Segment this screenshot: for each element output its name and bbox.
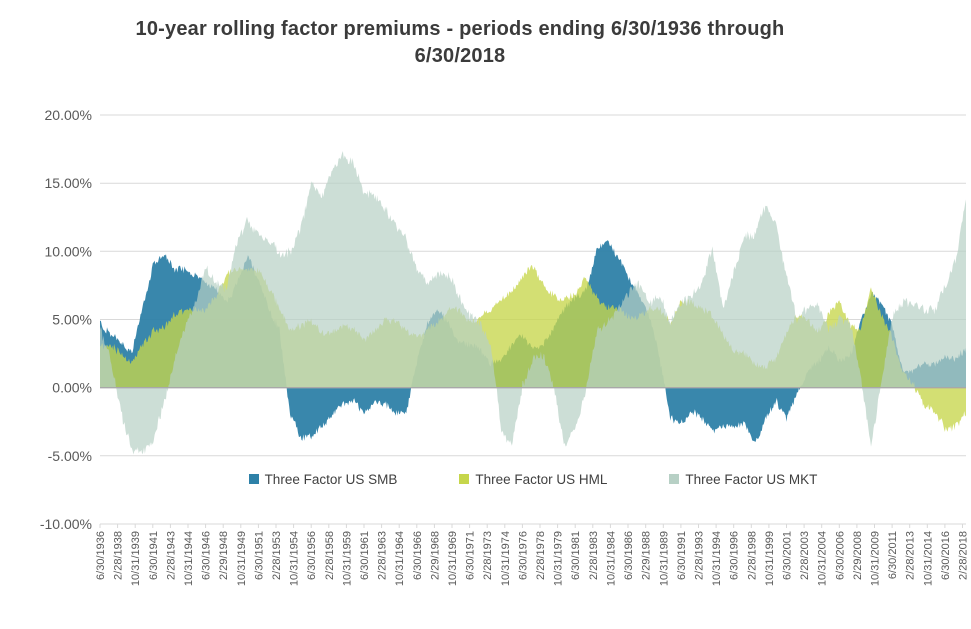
svg-text:15.00%: 15.00% (45, 175, 92, 191)
x-axis-labels: 6/30/1936 2/28/1938 10/31/1939 6/30/1941 2/2… (95, 524, 970, 586)
area-hml (100, 265, 966, 432)
svg-text:6/30/1961: 6/30/1961 (359, 531, 371, 580)
chart-title: 10-year rolling factor premiums - period… (135, 18, 785, 67)
svg-text:2/28/1953: 2/28/1953 (271, 531, 283, 580)
svg-text:6/30/1936: 6/30/1936 (95, 531, 107, 580)
smb-legend-swatch-icon (248, 474, 259, 484)
svg-text:2/28/1938: 2/28/1938 (113, 531, 125, 580)
svg-text:6/30/1971: 6/30/1971 (465, 531, 477, 580)
hml-legend-swatch-icon (459, 474, 470, 484)
svg-text:10/31/1959: 10/31/1959 (341, 531, 353, 586)
y-axis-labels: 20.00% 15.00% 10.00% 5.00% 0.00% -5.00% -10.00… (40, 107, 92, 532)
svg-text:6/30/1981: 6/30/1981 (570, 531, 582, 580)
area-smb (100, 240, 966, 442)
svg-text:2/28/1993: 2/28/1993 (694, 531, 706, 580)
svg-text:6/30/2016: 6/30/2016 (940, 531, 952, 580)
svg-text:2/28/2018: 2/28/2018 (958, 531, 970, 580)
svg-text:6/30/1991: 6/30/1991 (676, 531, 688, 580)
svg-text:2/28/2003: 2/28/2003 (799, 531, 811, 580)
svg-text:10/31/1999: 10/31/1999 (764, 531, 776, 586)
chart-legend: Three Factor US SMB Three Factor US HML … (100, 469, 966, 489)
svg-text:2/28/1958: 2/28/1958 (324, 531, 336, 580)
svg-text:-10.00%: -10.00% (40, 516, 92, 532)
svg-text:10/31/2009: 10/31/2009 (870, 531, 882, 586)
svg-text:6/30/1946: 6/30/1946 (201, 531, 213, 580)
svg-text:-5.00%: -5.00% (48, 448, 92, 464)
svg-text:10/31/1954: 10/31/1954 (289, 531, 301, 586)
svg-text:10/31/1994: 10/31/1994 (711, 531, 723, 586)
svg-text:10.00%: 10.00% (45, 243, 92, 259)
svg-text:2/29/1948: 2/29/1948 (218, 531, 230, 580)
svg-text:6/30/1986: 6/30/1986 (623, 531, 635, 580)
svg-text:10/31/1984: 10/31/1984 (605, 531, 617, 586)
svg-text:10/31/1944: 10/31/1944 (183, 531, 195, 586)
svg-text:6/30/2011: 6/30/2011 (887, 531, 899, 579)
svg-text:2/28/1963: 2/28/1963 (377, 531, 389, 580)
svg-text:6/30/1966: 6/30/1966 (412, 531, 424, 580)
legend-item-hml: Three Factor US HML (459, 472, 607, 487)
svg-text:2/29/2008: 2/29/2008 (852, 531, 864, 580)
svg-text:6/30/1951: 6/30/1951 (253, 531, 265, 580)
svg-text:6/30/1976: 6/30/1976 (517, 531, 529, 580)
svg-text:10/31/1939: 10/31/1939 (130, 531, 142, 586)
svg-text:6/30/1996: 6/30/1996 (729, 531, 741, 580)
svg-text:6/30/2001: 6/30/2001 (782, 531, 794, 580)
legend-item-smb: Three Factor US SMB (248, 471, 398, 487)
svg-text:2/29/1988: 2/29/1988 (641, 531, 653, 580)
area-series-group (100, 151, 966, 455)
svg-text:2/28/2013: 2/28/2013 (905, 531, 917, 580)
svg-text:2/28/1978: 2/28/1978 (535, 531, 547, 580)
svg-text:5.00%: 5.00% (52, 312, 92, 328)
svg-text:10/31/1979: 10/31/1979 (553, 531, 565, 586)
svg-text:2/29/1968: 2/29/1968 (429, 531, 441, 580)
svg-text:2/28/1943: 2/28/1943 (165, 531, 177, 580)
svg-text:10/31/1974: 10/31/1974 (500, 531, 512, 586)
legend-label-mkt: Three Factor US MKT (685, 471, 818, 487)
svg-text:2/28/1998: 2/28/1998 (746, 531, 758, 580)
svg-text:20.00%: 20.00% (45, 107, 92, 123)
legend-label-smb: Three Factor US SMB (264, 471, 398, 487)
svg-text:10/31/1964: 10/31/1964 (394, 531, 406, 586)
svg-text:6/30/1941: 6/30/1941 (148, 531, 160, 580)
svg-text:6/30/2006: 6/30/2006 (834, 531, 846, 580)
svg-text:10/31/2004: 10/31/2004 (817, 531, 829, 586)
svg-text:6/30/1956: 6/30/1956 (306, 531, 318, 580)
svg-text:0.00%: 0.00% (52, 380, 92, 396)
svg-text:2/28/1973: 2/28/1973 (482, 531, 494, 580)
legend-item-mkt: Three Factor US MKT (669, 472, 817, 487)
svg-text:10/31/1969: 10/31/1969 (447, 531, 459, 586)
svg-text:2/28/1983: 2/28/1983 (588, 531, 600, 580)
svg-text:10/31/1949: 10/31/1949 (236, 531, 248, 586)
area-mkt (100, 151, 966, 455)
legend-label-hml: Three Factor US HML (475, 471, 608, 487)
svg-text:10/31/2014: 10/31/2014 (922, 531, 934, 586)
svg-text:10/31/1989: 10/31/1989 (658, 531, 670, 586)
mkt-legend-swatch-icon (669, 474, 680, 484)
